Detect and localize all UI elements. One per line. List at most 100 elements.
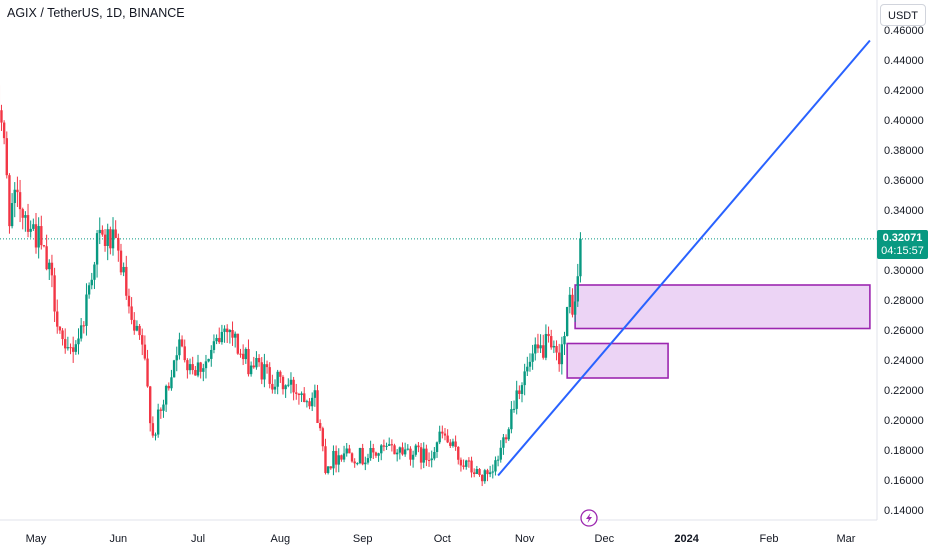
candle-body bbox=[298, 394, 300, 395]
last-price-value: 0.32071 bbox=[877, 230, 928, 245]
candle-body bbox=[444, 434, 446, 436]
candle-body bbox=[128, 296, 130, 307]
candle-body bbox=[508, 429, 510, 439]
candle-body bbox=[303, 393, 305, 402]
time-tick-label: Oct bbox=[434, 533, 451, 545]
candles bbox=[0, 28, 582, 486]
candle-body bbox=[213, 341, 215, 350]
candle-body bbox=[181, 339, 183, 346]
price-tick-label: 0.30000 bbox=[884, 265, 924, 277]
supply-demand-zone[interactable] bbox=[567, 344, 668, 379]
candle-body bbox=[88, 285, 90, 294]
candle-body bbox=[274, 387, 276, 390]
candle-body bbox=[505, 437, 507, 439]
candle-body bbox=[258, 358, 260, 362]
candle-body bbox=[51, 263, 53, 276]
candle-body bbox=[72, 347, 74, 352]
candle-body bbox=[566, 307, 568, 336]
candle-body bbox=[266, 364, 268, 367]
candle-body bbox=[247, 349, 249, 374]
candle-body bbox=[542, 345, 544, 358]
candle-body bbox=[473, 472, 475, 474]
bar-countdown: 04:15:57 bbox=[877, 245, 928, 259]
candle-body bbox=[93, 265, 95, 280]
candle-body bbox=[178, 339, 180, 355]
supply-demand-zone[interactable] bbox=[575, 285, 870, 329]
candle-body bbox=[539, 345, 541, 348]
candle-body bbox=[253, 366, 255, 368]
currency-button[interactable]: USDT bbox=[880, 4, 926, 26]
candle-body bbox=[19, 192, 21, 209]
candle-body bbox=[393, 445, 395, 454]
candle-body bbox=[332, 451, 334, 468]
candle-body bbox=[141, 335, 143, 344]
candle-body bbox=[48, 263, 50, 269]
time-tick-label: 2024 bbox=[674, 533, 699, 545]
price-axis[interactable]: 0.460000.440000.420000.400000.380000.360… bbox=[884, 25, 924, 517]
candle-body bbox=[189, 364, 191, 370]
candle-body bbox=[162, 405, 164, 411]
candle-body bbox=[569, 295, 571, 307]
candle-body bbox=[250, 366, 252, 375]
candle-body bbox=[146, 359, 148, 387]
candle-body bbox=[91, 280, 93, 285]
candle-body bbox=[346, 448, 348, 453]
candle-body bbox=[399, 447, 401, 452]
trendline[interactable] bbox=[498, 41, 870, 476]
candle-body bbox=[125, 267, 127, 296]
candle-body bbox=[239, 354, 241, 355]
candle-body bbox=[133, 320, 135, 331]
candle-body bbox=[446, 436, 448, 443]
candle-body bbox=[319, 423, 321, 428]
symbol-title[interactable]: AGIX / TetherUS, 1D, BINANCE bbox=[7, 6, 185, 20]
candle-body bbox=[154, 435, 156, 436]
candle-body bbox=[160, 410, 162, 411]
candle-body bbox=[404, 449, 406, 454]
candle-body bbox=[523, 371, 525, 385]
candle-body bbox=[486, 470, 488, 474]
candle-body bbox=[43, 245, 45, 246]
candle-body bbox=[423, 449, 425, 463]
candle-body bbox=[338, 455, 340, 464]
candle-body bbox=[205, 361, 207, 368]
price-tick-label: 0.36000 bbox=[884, 175, 924, 187]
candle-body bbox=[324, 446, 326, 473]
candle-body bbox=[513, 409, 515, 410]
candle-body bbox=[276, 372, 278, 387]
candle-body bbox=[431, 458, 433, 460]
candle-body bbox=[234, 334, 236, 338]
candle-body bbox=[502, 437, 504, 447]
candle-body bbox=[465, 461, 467, 467]
candle-body bbox=[571, 295, 573, 315]
candle-body bbox=[40, 226, 42, 245]
candle-body bbox=[425, 449, 427, 460]
candle-body bbox=[11, 203, 13, 226]
price-tick-label: 0.18000 bbox=[884, 445, 924, 457]
candle-body bbox=[372, 448, 374, 452]
candle-body bbox=[53, 275, 55, 311]
time-tick-label: Aug bbox=[271, 533, 291, 545]
candle-body bbox=[470, 461, 472, 473]
time-tick-label: Mar bbox=[837, 533, 856, 545]
candle-body bbox=[77, 339, 79, 345]
candle-body bbox=[14, 190, 16, 203]
candle-body bbox=[561, 344, 563, 364]
time-tick-label: Dec bbox=[595, 533, 615, 545]
price-tick-label: 0.40000 bbox=[884, 115, 924, 127]
candle-body bbox=[269, 367, 271, 384]
lightning-bolt-icon[interactable] bbox=[581, 510, 597, 526]
candle-body bbox=[61, 330, 63, 339]
candle-body bbox=[59, 327, 61, 331]
candle-body bbox=[32, 224, 34, 229]
candle-body bbox=[83, 325, 85, 326]
candle-body bbox=[122, 267, 124, 272]
candle-body bbox=[534, 344, 536, 353]
candle-body bbox=[476, 469, 478, 474]
candle-body bbox=[494, 460, 496, 471]
candle-body bbox=[231, 330, 233, 338]
candle-body bbox=[327, 466, 329, 473]
candle-body bbox=[518, 390, 520, 394]
